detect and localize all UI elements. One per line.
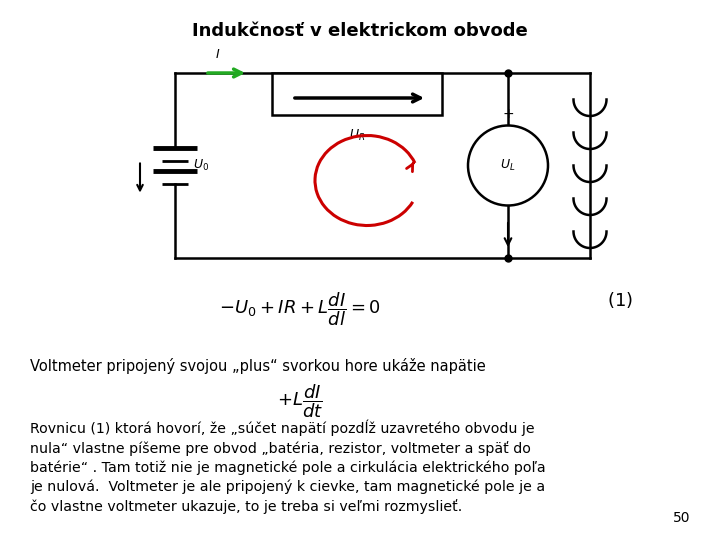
Text: $U_0$: $U_0$ [193, 158, 209, 173]
Text: Rovnicu (1) ktorá hovorí, že „súčet napätí pozdĺž uzavretého obvodu je
nula“ vla: Rovnicu (1) ktorá hovorí, že „súčet napä… [30, 420, 546, 514]
Text: $I$: $I$ [215, 48, 220, 61]
Bar [272, 73, 442, 115]
Text: $U_R$: $U_R$ [348, 128, 365, 143]
Circle shape [468, 125, 548, 206]
Text: Indukčnosť v elektrickom obvode: Indukčnosť v elektrickom obvode [192, 22, 528, 40]
Text: +: + [502, 107, 514, 122]
Text: $(1)$: $(1)$ [607, 290, 633, 310]
Text: $-U_0 + IR + L\dfrac{dI}{dl} = 0$: $-U_0 + IR + L\dfrac{dI}{dl} = 0$ [219, 290, 381, 328]
Text: Voltmeter pripojený svojou „plus“ svorkou hore ukáže napätie: Voltmeter pripojený svojou „plus“ svorko… [30, 358, 486, 374]
Text: $U_L$: $U_L$ [500, 158, 516, 173]
Text: $+L\dfrac{dI}{dt}$: $+L\dfrac{dI}{dt}$ [277, 382, 323, 420]
Text: 50: 50 [672, 511, 690, 525]
